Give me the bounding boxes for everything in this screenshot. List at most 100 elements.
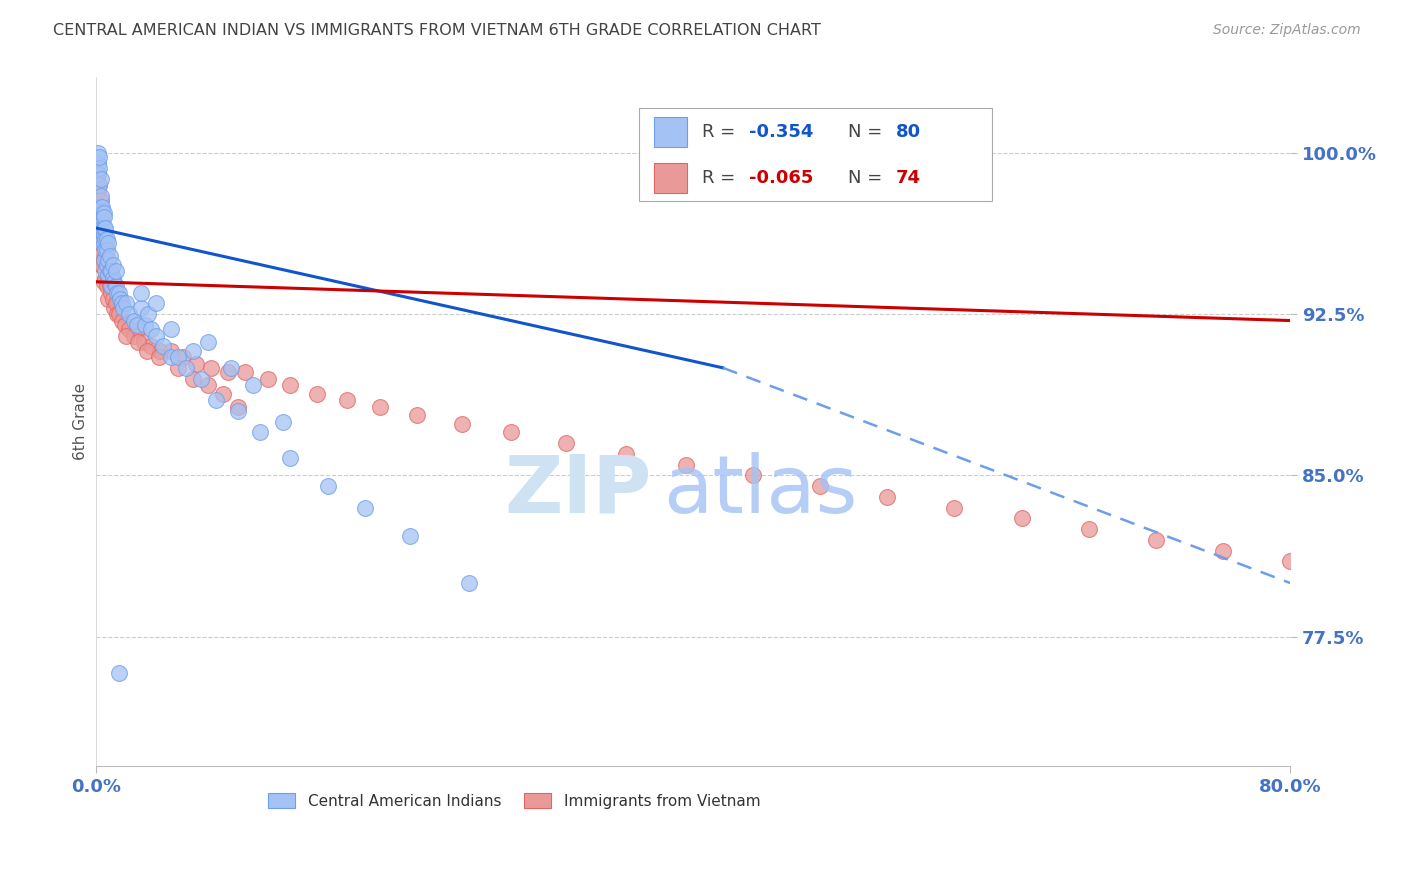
Point [278,378,301,392]
Point [114,318,136,332]
Point [316,479,339,493]
Point [89,221,111,235]
Text: Source: ZipAtlas.com: Source: ZipAtlas.com [1213,23,1361,37]
Point [141,339,163,353]
Point [134,318,156,332]
Point [87,145,110,160]
Point [91,200,114,214]
Point [91,221,114,235]
Point [107,666,129,681]
Point [91,214,114,228]
Point [89,200,111,214]
Point [186,357,208,371]
Point [104,264,127,278]
Point [97,253,120,268]
Point [172,350,194,364]
Point [406,408,429,422]
Point [100,264,122,278]
Point [110,296,132,310]
Point [125,318,148,332]
Point [101,270,124,285]
Point [103,301,125,315]
Point [91,206,114,220]
Point [174,360,197,375]
Point [242,378,264,392]
Point [115,328,138,343]
Point [307,386,329,401]
Legend: Central American Indians, Immigrants from Vietnam: Central American Indians, Immigrants fro… [262,787,766,814]
Point [107,285,129,300]
Point [94,270,117,285]
Point [98,279,121,293]
Point [93,221,115,235]
Point [1011,511,1033,525]
Point [89,178,111,192]
Point [278,451,301,466]
Point [105,307,128,321]
Point [129,301,152,315]
Point [167,350,190,364]
Point [93,232,115,246]
Point [115,296,138,310]
Point [90,193,112,207]
Point [89,243,111,257]
Point [190,371,212,385]
Point [101,292,124,306]
Point [368,400,391,414]
Point [110,313,132,327]
Point [458,576,481,591]
Point [93,211,115,225]
Point [152,339,174,353]
Point [122,313,145,327]
Point [93,253,115,268]
Point [167,360,190,375]
Text: atlas: atlas [664,451,858,530]
Bar [654,163,688,194]
Point [93,227,115,242]
Point [122,328,145,343]
Point [943,500,966,515]
Point [160,350,183,364]
Point [90,214,112,228]
Text: R =: R = [702,169,741,187]
Point [104,279,127,293]
Point [129,285,152,300]
Point [89,227,111,242]
Point [91,236,114,251]
Text: -0.354: -0.354 [749,123,814,141]
Point [1077,522,1099,536]
Point [87,200,110,214]
Point [336,393,359,408]
Point [98,264,121,278]
Point [200,360,222,375]
Y-axis label: 6th Grade: 6th Grade [73,383,89,460]
Point [97,270,120,285]
Point [160,322,183,336]
Point [181,343,204,358]
Point [97,292,120,306]
Point [93,206,115,220]
Point [103,275,125,289]
Point [145,296,167,310]
Text: -0.065: -0.065 [749,169,814,187]
Text: R =: R = [702,123,741,141]
Point [101,258,124,272]
Point [87,167,110,181]
Point [741,468,763,483]
Point [197,378,219,392]
Point [219,360,242,375]
Point [90,214,112,228]
Text: 74: 74 [896,169,921,187]
Point [107,307,129,321]
Point [94,243,117,257]
Point [118,307,141,321]
Bar [654,117,688,147]
Point [105,285,128,300]
Point [90,200,112,214]
Point [141,322,163,336]
Text: N =: N = [848,123,889,141]
Point [90,232,112,246]
Point [91,258,114,272]
Point [93,253,115,268]
Point [94,221,117,235]
